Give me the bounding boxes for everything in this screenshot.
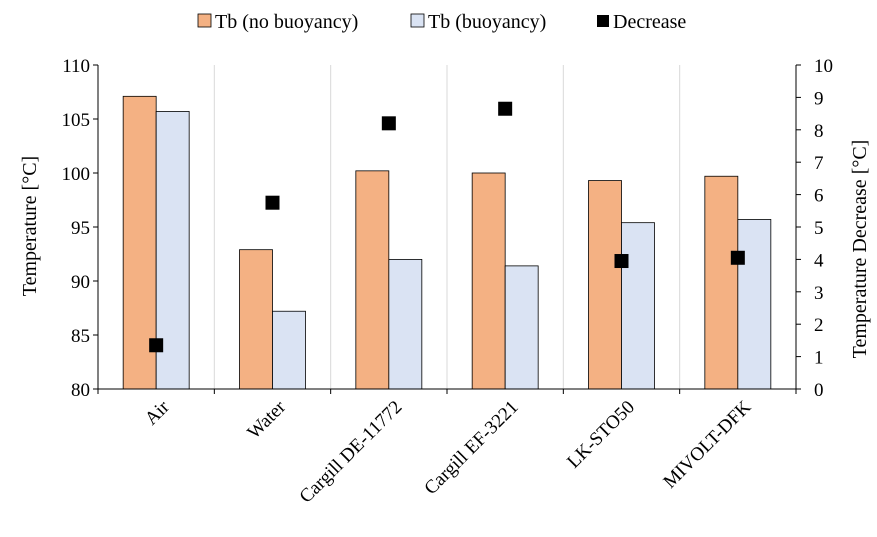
decrease-point	[149, 338, 164, 353]
left-tick-label: 95	[71, 218, 90, 239]
bar-buoyancy	[388, 258, 423, 390]
decrease-point	[730, 250, 745, 265]
bar-no-buoyancy	[239, 249, 273, 390]
left-tick-label: 110	[62, 56, 90, 77]
right-tick-label: 1	[814, 348, 824, 369]
right-tick-label: 4	[814, 250, 824, 271]
legend-swatch-buoyancy	[410, 13, 425, 28]
bar-no-buoyancy	[704, 175, 739, 390]
bar-buoyancy	[621, 222, 655, 390]
legend-label-decrease: Decrease	[613, 11, 686, 33]
right-tick-label: 0	[814, 380, 824, 401]
bar-buoyancy	[737, 219, 772, 390]
legend-label-no-buoyancy: Tb (no buoyancy)	[215, 11, 358, 33]
category-label: Cargill EF-3221	[420, 397, 522, 499]
legend-label-buoyancy: Tb (buoyancy)	[428, 11, 546, 33]
decrease-markers	[149, 101, 745, 353]
decrease-point	[381, 116, 396, 131]
left-tick-label: 90	[71, 272, 90, 293]
right-tick-label: 8	[814, 121, 824, 142]
right-axis-ticks: 0 1 2 3 4 5 6 7 8 9 10	[796, 56, 833, 401]
category-label: Cargill DE-11772	[296, 397, 407, 508]
bar-no-buoyancy	[471, 172, 506, 390]
category-label: MIVOLT-DFK	[659, 396, 755, 492]
right-axis-title: Temperature Decrease [°C]	[849, 140, 871, 359]
legend-marker-decrease	[597, 15, 609, 27]
category-labels: Air Water Cargill DE-11772 Cargill EF-3221 L…	[141, 396, 756, 507]
decrease-point	[498, 101, 513, 116]
right-tick-label: 7	[814, 153, 824, 174]
grid-lines	[213, 65, 681, 389]
category-label: Water	[243, 396, 290, 443]
left-tick-label: 105	[62, 110, 91, 131]
legend: Tb (no buoyancy) Tb (buoyancy) Decrease	[197, 11, 686, 33]
right-tick-label: 6	[814, 186, 824, 207]
left-tick-label: 80	[71, 380, 90, 401]
bar-no-buoyancy	[355, 170, 390, 390]
right-tick-label: 3	[814, 283, 824, 304]
right-tick-label: 10	[814, 56, 833, 77]
left-axis-title: Temperature [°C]	[19, 156, 41, 296]
left-axis-ticks: 80 85 90 95 100 105 110	[62, 56, 98, 401]
decrease-point	[265, 195, 280, 210]
bar-buoyancy	[504, 265, 539, 390]
bar-buoyancy	[272, 310, 306, 390]
decrease-point	[614, 254, 629, 269]
category-label: LK-STO50	[563, 397, 639, 473]
right-tick-label: 9	[814, 88, 824, 109]
left-tick-label: 85	[71, 326, 90, 347]
bar-no-buoyancy	[588, 180, 622, 390]
legend-swatch-no-buoyancy	[197, 13, 212, 28]
right-tick-label: 2	[814, 315, 824, 336]
right-tick-label: 5	[814, 218, 824, 239]
left-tick-label: 100	[62, 164, 91, 185]
category-label: Air	[141, 396, 174, 429]
